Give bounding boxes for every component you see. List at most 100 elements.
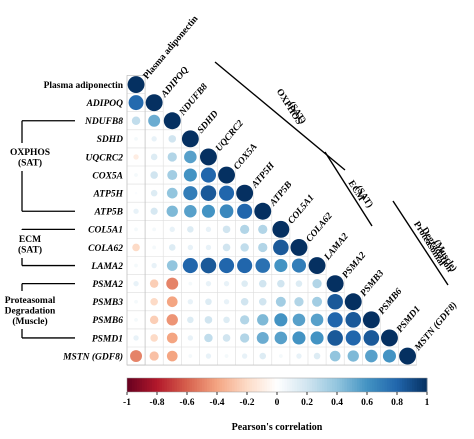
colorbar-segment: [139, 378, 143, 392]
diagonal-label: NDUFB8: [177, 82, 210, 118]
colorbar-segment: [394, 378, 398, 392]
colorbar-segment: [152, 378, 155, 392]
correlation-cell: [187, 335, 194, 341]
correlation-cell: [345, 330, 361, 346]
correlation-cell: [187, 226, 194, 233]
colorbar-segment: [367, 378, 370, 392]
diagonal-label: ATP5B: [268, 180, 295, 209]
row-label: SDHD: [97, 135, 124, 145]
row-label: NDUFB8: [84, 117, 123, 127]
group-line-diagonal: [324, 151, 373, 227]
colorbar-title: Pearson's correlation: [232, 422, 323, 433]
colorbar-segment: [382, 378, 385, 392]
correlation-cell: [345, 312, 362, 328]
colorbar-segment: [282, 378, 285, 392]
correlation-cell: [218, 166, 235, 184]
colorbar-segment: [284, 378, 288, 392]
colorbar-segment: [259, 378, 263, 392]
colorbar-segment: [212, 378, 215, 392]
correlation-cell: [308, 257, 326, 274]
colorbar-segment: [369, 378, 373, 392]
correlation-cell: [327, 330, 343, 346]
colorbar-segment: [172, 378, 175, 392]
colorbar-segment: [244, 378, 248, 392]
colorbar-segment: [204, 378, 208, 392]
colorbar-segment: [302, 378, 305, 392]
colorbar-tick-label: -0.6: [179, 398, 194, 408]
correlation-cell: [168, 135, 177, 143]
colorbar-segment: [352, 378, 355, 392]
colorbar-tick-label: -0.8: [149, 398, 164, 408]
correlation-cell: [200, 148, 217, 166]
correlation-cell: [131, 116, 141, 125]
colorbar-segment: [269, 378, 273, 392]
group-label: ECM: [19, 235, 41, 245]
correlation-cell: [236, 184, 254, 202]
colorbar-segment: [287, 378, 290, 392]
correlation-cell: [381, 329, 398, 347]
colorbar-segment: [127, 378, 130, 392]
correlation-cell: [187, 299, 194, 305]
correlation-cell: [312, 279, 322, 289]
correlation-cell: [168, 244, 176, 251]
colorbar-segment: [402, 378, 405, 392]
colorbar-segment: [132, 378, 135, 392]
colorbar-segment: [307, 378, 310, 392]
colorbar-segment: [162, 378, 165, 392]
colorbar-segment: [407, 378, 410, 392]
colorbar-segment: [389, 378, 393, 392]
correlation-cell: [254, 202, 272, 220]
row-label: COLA62: [88, 244, 123, 254]
correlation-cell: [240, 333, 250, 343]
colorbar-segment: [322, 378, 325, 392]
correlation-cell: [205, 353, 212, 359]
colorbar-segment: [159, 378, 163, 392]
colorbar-segment: [197, 378, 200, 392]
diagonal-label: PSMA2: [341, 250, 369, 280]
colorbar-segment: [399, 378, 403, 392]
correlation-cell: [258, 279, 267, 288]
colorbar-segment: [279, 378, 283, 392]
colorbar-tick-label: -0.2: [239, 398, 254, 408]
colorbar-segment: [164, 378, 168, 392]
correlation-cell: [127, 76, 145, 94]
colorbar-segment: [217, 378, 220, 392]
correlation-cell: [363, 330, 380, 346]
colorbar-segment: [409, 378, 413, 392]
colorbar-segment: [397, 378, 400, 392]
colorbar-tick-label: -0.4: [209, 398, 224, 408]
colorbar-segment: [252, 378, 255, 392]
correlation-cell: [150, 171, 158, 179]
colorbar-segment: [227, 378, 230, 392]
colorbar-segment: [334, 378, 338, 392]
colorbar-segment: [257, 378, 260, 392]
colorbar-segment: [364, 378, 368, 392]
colorbar-segment: [247, 378, 250, 392]
correlation-cell: [222, 243, 231, 252]
correlation-cell: [241, 280, 248, 287]
correlation-cell: [152, 227, 157, 232]
correlation-cell: [223, 299, 230, 305]
group-label: OXPHOS: [10, 148, 50, 158]
colorbar-segment: [329, 378, 333, 392]
correlation-cell: [294, 297, 304, 307]
correlation-cell: [399, 347, 416, 365]
correlation-cell: [292, 331, 306, 345]
group-line-diagonal: [392, 200, 449, 286]
correlation-cell: [145, 94, 163, 112]
colorbar-segment: [422, 378, 425, 392]
correlation-cell: [184, 150, 197, 164]
colorbar-segment: [202, 378, 205, 392]
correlation-cell: [134, 136, 138, 141]
correlation-cell: [134, 263, 138, 268]
correlation-cell: [223, 316, 230, 324]
correlation-cell: [204, 316, 213, 324]
correlation-cell: [224, 354, 229, 358]
colorbar-segment: [222, 378, 225, 392]
colorbar-segment: [154, 378, 158, 392]
diagonal-label: LAMA2: [322, 232, 351, 264]
correlation-cell: [167, 152, 177, 162]
colorbar-segment: [184, 378, 188, 392]
correlation-cell: [133, 154, 139, 160]
correlation-cell: [326, 275, 344, 293]
